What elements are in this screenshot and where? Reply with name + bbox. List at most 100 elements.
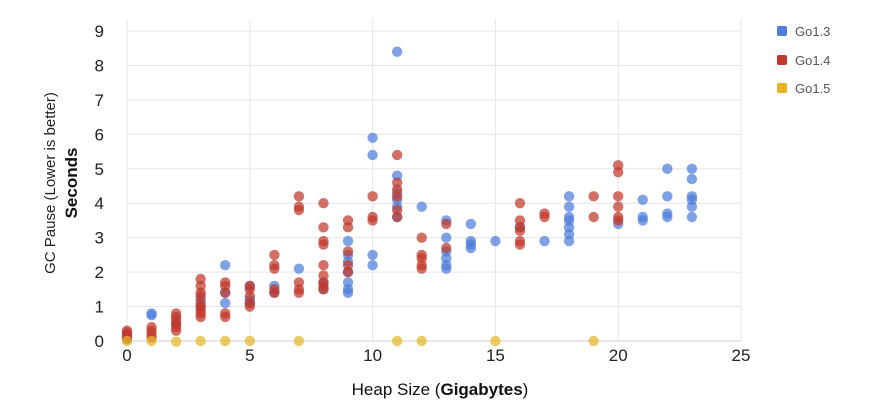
point-go14 xyxy=(342,266,354,278)
point-go14 xyxy=(293,191,305,202)
point-go14 xyxy=(318,284,329,295)
point-go15 xyxy=(121,335,133,347)
point-go15 xyxy=(195,335,206,347)
point-go13 xyxy=(293,263,305,274)
point-go14 xyxy=(318,239,329,250)
y-tick-label: 7 xyxy=(95,91,104,110)
y-axis-unit: Seconds xyxy=(62,148,81,219)
x-axis-title-suffix: ) xyxy=(523,380,529,399)
y-tick-label: 3 xyxy=(95,229,104,248)
point-go14 xyxy=(613,201,624,212)
x-axis-title-bold: Gigabytes xyxy=(440,380,522,399)
point-go14 xyxy=(244,301,255,312)
point-go13 xyxy=(367,260,378,271)
point-go13 xyxy=(490,235,501,247)
point-go13 xyxy=(686,173,698,185)
point-go14 xyxy=(318,198,329,209)
point-go13 xyxy=(367,149,378,161)
point-go14 xyxy=(367,215,378,226)
point-go13 xyxy=(563,235,575,247)
point-go14 xyxy=(613,191,624,202)
point-go14 xyxy=(318,222,329,233)
point-go14 xyxy=(441,218,452,230)
y-tick-label: 1 xyxy=(95,298,104,317)
point-go15 xyxy=(146,335,157,347)
point-go14 xyxy=(318,260,329,271)
point-go13 xyxy=(342,235,354,247)
point-go13 xyxy=(367,249,378,261)
y-axis-title: GC Pause (Lower is better) xyxy=(42,92,59,274)
point-go14 xyxy=(293,204,305,216)
point-go13 xyxy=(539,235,550,247)
legend-item-go15[interactable]: Go1.5 xyxy=(777,81,830,96)
point-go13 xyxy=(637,194,648,205)
y-tick-label: 0 xyxy=(95,332,104,351)
point-go14 xyxy=(220,287,231,298)
x-axis-title-prefix: Heap Size ( xyxy=(352,380,441,399)
point-go14 xyxy=(269,249,280,261)
point-go13 xyxy=(391,46,403,57)
point-go14 xyxy=(588,211,599,223)
point-go15 xyxy=(170,336,182,347)
point-go13 xyxy=(686,201,698,212)
point-go14 xyxy=(391,149,403,161)
point-go15 xyxy=(588,335,599,347)
point-go13 xyxy=(220,260,231,271)
point-go14 xyxy=(514,239,526,250)
point-go15 xyxy=(490,335,501,347)
point-go14 xyxy=(588,191,599,202)
point-go15 xyxy=(391,335,403,347)
y-tick-label: 9 xyxy=(95,22,104,41)
y-tick-label: 8 xyxy=(95,56,104,75)
point-go13 xyxy=(441,263,452,274)
legend-item-go14[interactable]: Go1.4 xyxy=(777,53,830,68)
x-tick-label: 5 xyxy=(245,346,254,365)
point-go13 xyxy=(367,132,378,143)
point-go14 xyxy=(220,311,231,323)
point-go15 xyxy=(416,335,427,347)
point-go14 xyxy=(441,242,452,254)
legend-label-go13: Go1.3 xyxy=(795,24,830,39)
point-go13 xyxy=(637,215,648,226)
y-tick-label: 6 xyxy=(95,125,104,144)
x-tick-label: 25 xyxy=(732,346,751,365)
x-axis-ticks: 0 5 10 15 20 25 xyxy=(122,346,750,365)
legend-label-go14: Go1.4 xyxy=(795,53,830,68)
point-go14 xyxy=(416,232,427,243)
point-go14 xyxy=(613,167,624,178)
point-go14 xyxy=(391,191,403,202)
point-go15 xyxy=(244,335,255,347)
x-tick-label: 0 xyxy=(122,346,131,365)
legend-item-go13[interactable]: Go1.3 xyxy=(777,24,830,39)
point-go13 xyxy=(441,232,452,243)
point-go13 xyxy=(465,242,477,254)
x-tick-label: 15 xyxy=(486,346,505,365)
point-go13 xyxy=(563,191,575,202)
point-go14 xyxy=(269,287,280,298)
point-go14 xyxy=(342,246,354,257)
x-tick-label: 20 xyxy=(609,346,628,365)
point-go14 xyxy=(539,211,550,223)
point-go13 xyxy=(146,309,157,321)
point-go14 xyxy=(269,263,280,274)
point-go13 xyxy=(686,211,698,223)
point-go13 xyxy=(220,297,231,309)
point-go14 xyxy=(514,198,526,209)
y-axis-ticks: 0 1 2 3 4 5 6 7 8 9 xyxy=(95,22,104,351)
y-tick-label: 2 xyxy=(95,263,104,282)
point-go14 xyxy=(416,263,427,274)
legend-swatch-go13 xyxy=(777,26,787,36)
grid-lines xyxy=(126,19,742,342)
y-tick-label: 5 xyxy=(95,160,104,179)
point-go13 xyxy=(662,211,673,223)
y-axis-title-line1: GC Pause (Lower is better) xyxy=(42,92,59,274)
point-go14 xyxy=(293,287,305,298)
y-tick-label: 4 xyxy=(95,194,104,213)
point-go14 xyxy=(170,325,182,336)
point-go13 xyxy=(662,163,673,174)
y-axis-title-line2: Seconds xyxy=(62,148,81,219)
point-go14 xyxy=(514,225,526,236)
point-go13 xyxy=(662,191,673,202)
legend-swatch-go15 xyxy=(777,83,787,93)
